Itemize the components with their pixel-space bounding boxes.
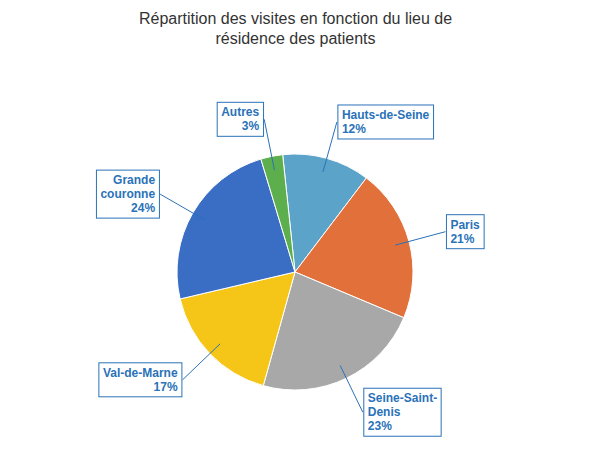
label-box [96, 170, 159, 218]
data-labels: Hauts-de-Seine12% Paris21% Seine-Saint-Den… [96, 102, 484, 436]
slice-label-value: 12% [342, 122, 366, 136]
slice-label-value: 21% [450, 232, 474, 246]
chart-title-line: Répartition des visites en fonction du l… [139, 10, 452, 27]
slice-label-value: 3% [242, 119, 260, 133]
slice-label-category: Hauts-de-Seine [342, 108, 430, 122]
leader-lines [160, 119, 445, 412]
leader-line [160, 194, 205, 220]
leader-line [264, 119, 274, 170]
slice-label-category: Grande [113, 173, 155, 187]
label-box [217, 102, 263, 136]
label-box [99, 363, 182, 397]
slice-label-category: Denis [368, 405, 401, 419]
leader-line [395, 232, 445, 245]
slice-label: Autres3% [221, 105, 259, 133]
slice-label-category: Val-de-Marne [103, 366, 178, 380]
leader-line [340, 365, 363, 412]
slice-label-category: couronne [100, 187, 155, 201]
chart-svg: Répartition des visites en fonction du l… [0, 0, 591, 461]
slice-label: Val-de-Marne17% [103, 366, 178, 394]
chart-title: Répartition des visites en fonction du l… [139, 10, 452, 47]
slice-label-value: 17% [154, 380, 178, 394]
leader-line [323, 122, 337, 172]
slice-label: Hauts-de-Seine12% [342, 108, 430, 136]
chart-container: Répartition des visites en fonction du l… [0, 0, 591, 461]
leader-line [183, 344, 220, 380]
background [0, 0, 591, 461]
slice-label-value: 24% [131, 201, 155, 215]
pie-slice [261, 155, 295, 272]
label-box [338, 105, 434, 139]
label-box [364, 388, 441, 436]
slice-label: Grandecouronne24% [100, 173, 155, 215]
slice-label: Paris21% [450, 218, 480, 246]
slice-label: Seine-Saint-Denis23% [368, 391, 437, 433]
chart-title-line: résidence des patients [215, 30, 375, 47]
slice-label-value: 23% [368, 419, 392, 433]
slice-label-category: Paris [450, 218, 480, 232]
label-box [446, 215, 484, 249]
pie [177, 154, 413, 390]
slice-label-category: Autres [221, 105, 259, 119]
slice-label-category: Seine-Saint- [368, 391, 437, 405]
